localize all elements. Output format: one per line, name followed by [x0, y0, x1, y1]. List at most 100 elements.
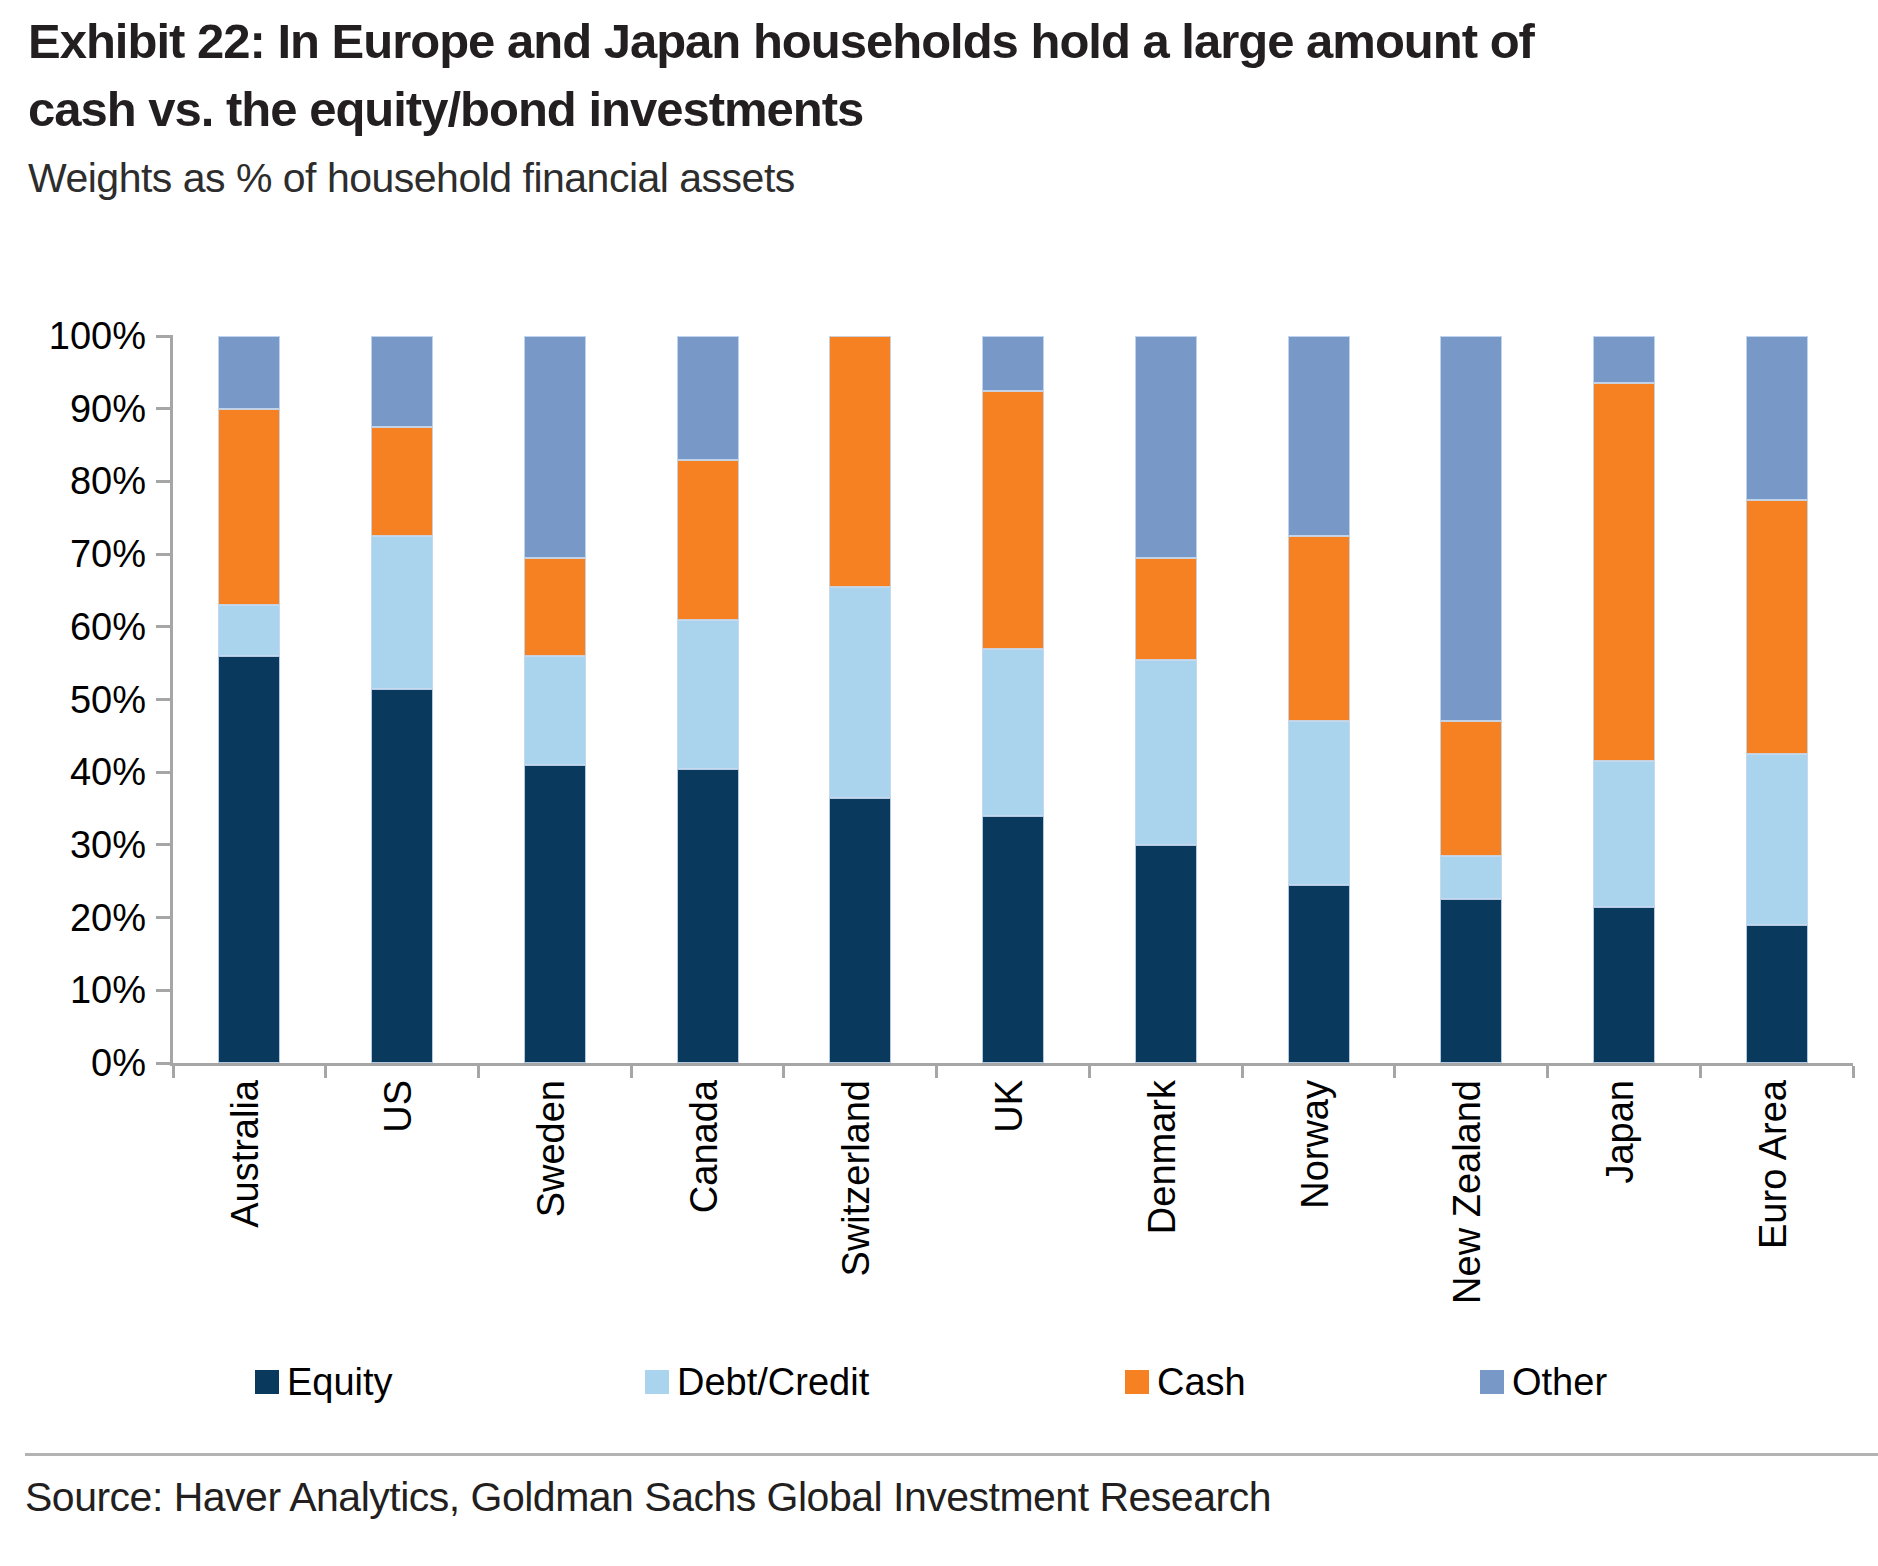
stacked-bar	[1746, 336, 1808, 1063]
legend-swatch-icon	[1480, 1370, 1504, 1394]
bars-container	[173, 336, 1853, 1063]
legend-label: Debt/Credit	[677, 1361, 869, 1404]
stacked-bar	[982, 336, 1044, 1063]
x-label-slot: Sweden	[475, 1080, 628, 1332]
x-tick-mark	[172, 1066, 175, 1078]
x-tick-mark	[1241, 1066, 1244, 1078]
bar-segment-equity	[1135, 845, 1197, 1063]
bar-segment-debt-credit	[677, 620, 739, 769]
x-tick-mark	[1852, 1066, 1855, 1078]
bar-segment-equity	[829, 798, 891, 1063]
stacked-bar	[829, 336, 891, 1063]
bar-slot-switzerland	[784, 336, 937, 1063]
stacked-bar	[218, 336, 280, 1063]
bar-slot-sweden	[478, 336, 631, 1063]
y-tick-mark	[156, 553, 173, 556]
bar-segment-debt-credit	[1288, 721, 1350, 885]
bar-segment-equity	[524, 765, 586, 1063]
y-tick-label: 100%	[49, 315, 146, 358]
y-tick-label: 70%	[70, 533, 146, 576]
stacked-bar	[1593, 336, 1655, 1063]
y-tick-label: 50%	[70, 678, 146, 721]
stacked-bar	[677, 336, 739, 1063]
y-tick-label: 40%	[70, 751, 146, 794]
legend-label: Cash	[1157, 1361, 1246, 1404]
y-tick-mark	[156, 916, 173, 919]
x-axis-label-norway: Norway	[1295, 1080, 1337, 1209]
y-tick-label: 20%	[70, 896, 146, 939]
y-tick-mark	[156, 480, 173, 483]
legend-item-other: Other	[1480, 1358, 1607, 1406]
bar-segment-cash	[1440, 721, 1502, 855]
x-axis-label-us: US	[378, 1080, 420, 1133]
bar-segment-debt-credit	[982, 649, 1044, 816]
stacked-bar	[371, 336, 433, 1063]
bar-slot-australia	[173, 336, 326, 1063]
bar-slot-uk	[937, 336, 1090, 1063]
bar-segment-cash	[982, 391, 1044, 649]
legend-item-cash: Cash	[1125, 1358, 1246, 1406]
stacked-bar	[1288, 336, 1350, 1063]
y-tick-label: 90%	[70, 387, 146, 430]
bar-segment-cash	[677, 460, 739, 620]
legend-label: Other	[1512, 1361, 1607, 1404]
x-label-slot: Canada	[628, 1080, 781, 1332]
bar-slot-canada	[631, 336, 784, 1063]
bar-segment-equity	[371, 689, 433, 1063]
legend-label: Equity	[287, 1361, 393, 1404]
y-tick-label: 0%	[91, 1042, 146, 1085]
bar-slot-us	[326, 336, 479, 1063]
x-axis-labels: AustraliaUSSwedenCanadaSwitzerlandUKDenm…	[170, 1080, 1850, 1332]
bar-segment-other	[1746, 336, 1808, 500]
bar-segment-equity	[1593, 907, 1655, 1063]
x-label-slot: Switzerland	[781, 1080, 934, 1332]
bar-segment-equity	[218, 656, 280, 1063]
y-tick-mark	[156, 1062, 173, 1065]
legend-item-debt-credit: Debt/Credit	[645, 1358, 869, 1406]
y-tick-label: 10%	[70, 969, 146, 1012]
stacked-bar	[524, 336, 586, 1063]
bar-segment-other	[1593, 336, 1655, 383]
bar-slot-japan	[1548, 336, 1701, 1063]
y-tick-mark	[156, 989, 173, 992]
bar-segment-cash	[829, 336, 891, 587]
bar-segment-other	[1288, 336, 1350, 536]
bar-slot-norway	[1242, 336, 1395, 1063]
legend-item-equity: Equity	[255, 1358, 393, 1406]
y-tick-label: 80%	[70, 460, 146, 503]
x-axis-label-sweden: Sweden	[531, 1080, 573, 1217]
y-tick-mark	[156, 407, 173, 410]
stacked-bar	[1135, 336, 1197, 1063]
x-axis-label-canada: Canada	[684, 1080, 726, 1213]
y-tick-mark	[156, 771, 173, 774]
y-tick-mark	[156, 698, 173, 701]
bar-segment-cash	[1593, 383, 1655, 761]
bar-segment-other	[371, 336, 433, 427]
y-tick-label: 60%	[70, 605, 146, 648]
bar-segment-cash	[218, 409, 280, 605]
bar-segment-equity	[677, 769, 739, 1063]
y-tick-mark	[156, 625, 173, 628]
bar-segment-equity	[982, 816, 1044, 1063]
bar-segment-other	[982, 336, 1044, 391]
exhibit-subtitle: Weights as % of household financial asse…	[28, 155, 1728, 202]
bar-slot-denmark	[1089, 336, 1242, 1063]
x-label-slot: Denmark	[1086, 1080, 1239, 1332]
exhibit-page: Exhibit 22: In Europe and Japan househol…	[0, 0, 1878, 1566]
bar-segment-equity	[1440, 899, 1502, 1063]
bar-segment-debt-credit	[371, 536, 433, 689]
x-tick-mark	[1546, 1066, 1549, 1078]
bar-segment-other	[218, 336, 280, 409]
x-tick-mark	[630, 1066, 633, 1078]
x-axis-label-euro-area: Euro Area	[1753, 1080, 1795, 1249]
y-tick-mark	[156, 335, 173, 338]
x-tick-mark	[1088, 1066, 1091, 1078]
x-axis-label-australia: Australia	[225, 1080, 267, 1228]
x-label-slot: Australia	[170, 1080, 323, 1332]
bar-segment-cash	[1746, 500, 1808, 754]
legend-swatch-icon	[255, 1370, 279, 1394]
x-axis-label-switzerland: Switzerland	[836, 1080, 878, 1276]
bar-segment-debt-credit	[218, 605, 280, 656]
bar-segment-other	[1440, 336, 1502, 721]
bar-slot-euro-area	[1700, 336, 1853, 1063]
